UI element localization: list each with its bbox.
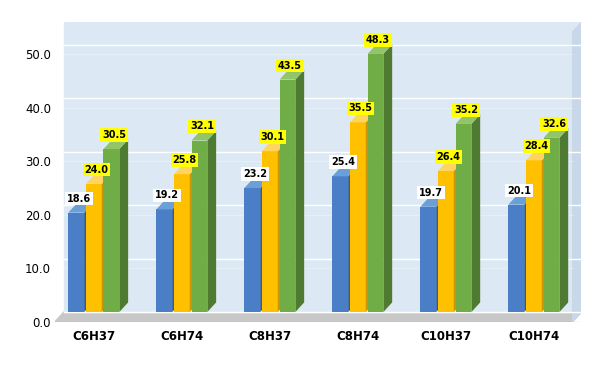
Text: 23.2: 23.2 [243, 169, 267, 179]
Polygon shape [350, 122, 366, 312]
Polygon shape [438, 161, 463, 171]
Polygon shape [438, 171, 453, 312]
Text: 35.5: 35.5 [348, 103, 373, 113]
Polygon shape [455, 124, 471, 312]
Text: 19.7: 19.7 [419, 188, 443, 198]
Polygon shape [192, 141, 207, 312]
Polygon shape [509, 195, 533, 205]
Polygon shape [453, 161, 463, 312]
Polygon shape [348, 167, 357, 312]
Polygon shape [69, 203, 93, 213]
Polygon shape [102, 174, 111, 312]
Polygon shape [69, 213, 84, 312]
Text: 26.4: 26.4 [436, 152, 460, 162]
Polygon shape [84, 203, 93, 312]
Polygon shape [368, 54, 383, 312]
Text: 30.5: 30.5 [102, 130, 126, 140]
Polygon shape [190, 165, 198, 312]
Polygon shape [174, 165, 198, 174]
Text: 25.4: 25.4 [331, 157, 355, 167]
Polygon shape [207, 131, 216, 312]
Text: 18.6: 18.6 [67, 194, 91, 203]
Polygon shape [366, 113, 375, 312]
Polygon shape [526, 151, 551, 160]
Polygon shape [332, 167, 357, 176]
Text: 19.2: 19.2 [155, 190, 179, 200]
Polygon shape [55, 312, 581, 322]
Text: 32.6: 32.6 [542, 119, 566, 129]
Polygon shape [455, 114, 480, 124]
Polygon shape [244, 178, 269, 188]
Text: 24.0: 24.0 [84, 165, 108, 175]
Polygon shape [103, 149, 119, 312]
Polygon shape [368, 45, 392, 54]
Polygon shape [64, 22, 581, 312]
Polygon shape [174, 174, 190, 312]
Polygon shape [192, 131, 216, 141]
Polygon shape [86, 174, 111, 184]
Polygon shape [332, 176, 348, 312]
Polygon shape [436, 197, 445, 312]
Polygon shape [86, 184, 102, 312]
Polygon shape [280, 70, 304, 80]
Polygon shape [524, 195, 533, 312]
Polygon shape [296, 70, 304, 312]
Text: 20.1: 20.1 [507, 186, 531, 196]
Text: 25.8: 25.8 [173, 155, 196, 165]
Polygon shape [262, 142, 286, 151]
Text: 28.4: 28.4 [524, 141, 548, 151]
Polygon shape [573, 22, 581, 322]
Polygon shape [103, 140, 128, 149]
Polygon shape [543, 128, 568, 138]
Polygon shape [526, 160, 542, 312]
Polygon shape [383, 45, 392, 312]
Polygon shape [471, 114, 480, 312]
Polygon shape [172, 200, 181, 312]
Polygon shape [420, 197, 445, 207]
Polygon shape [350, 113, 375, 122]
Polygon shape [262, 151, 278, 312]
Polygon shape [244, 188, 260, 312]
Polygon shape [278, 142, 286, 312]
Polygon shape [420, 207, 436, 312]
Polygon shape [543, 138, 559, 312]
Polygon shape [542, 151, 551, 312]
Text: 48.3: 48.3 [366, 35, 390, 45]
Polygon shape [260, 178, 269, 312]
Polygon shape [559, 128, 568, 312]
Polygon shape [156, 200, 181, 209]
Polygon shape [280, 80, 296, 312]
Text: 43.5: 43.5 [278, 61, 302, 71]
Text: 30.1: 30.1 [261, 132, 285, 142]
Polygon shape [156, 209, 172, 312]
Text: 35.2: 35.2 [454, 105, 478, 115]
Text: 32.1: 32.1 [190, 122, 214, 131]
Polygon shape [509, 205, 524, 312]
Polygon shape [119, 140, 128, 312]
